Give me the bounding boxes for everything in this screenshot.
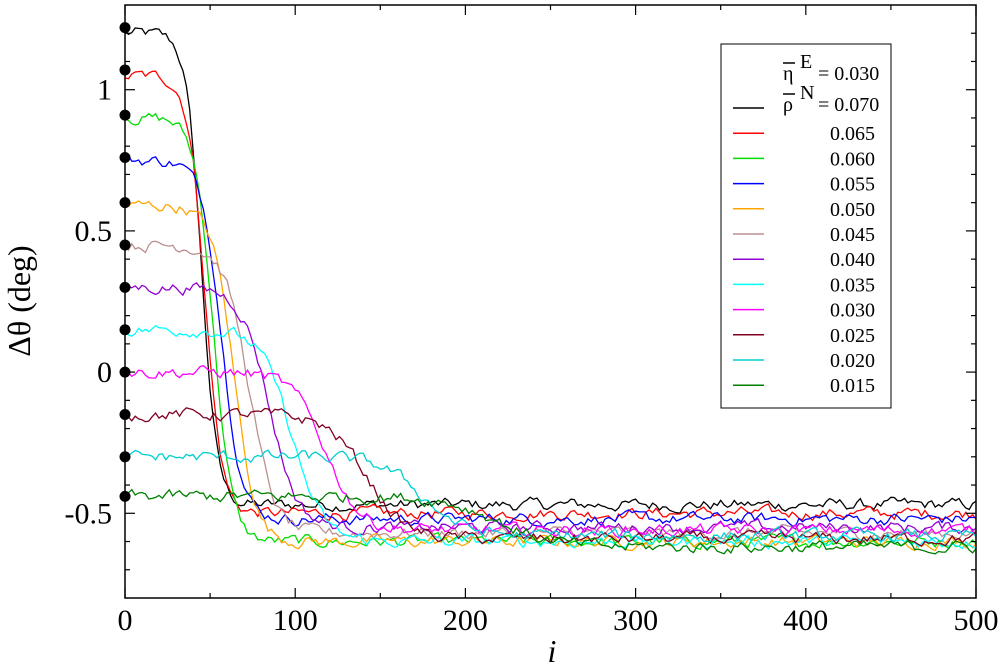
series-line-9 <box>124 407 977 547</box>
tick-labels: 0 100 200 300 400 500 -0.5 0 0.5 1 <box>65 74 999 637</box>
legend-label-5: 0.045 <box>830 224 875 246</box>
legend-rho-value: = 0.070 <box>818 94 879 116</box>
x-tick-label-0: 0 <box>118 604 133 637</box>
legend-box <box>720 43 892 409</box>
x-tick-label-4: 400 <box>783 604 828 637</box>
plot-lines <box>124 27 977 555</box>
series-line-10 <box>124 449 977 543</box>
x-tick-label-1: 100 <box>273 604 318 637</box>
legend-label-2: 0.060 <box>830 148 875 170</box>
legend-label-11: 0.015 <box>830 375 875 397</box>
y-tick-label-0: -0.5 <box>65 497 113 530</box>
legend-rho-superscript: N <box>800 82 814 104</box>
legend-eta-value: = 0.030 <box>818 63 879 85</box>
legend-eta-superscript: E <box>800 51 812 73</box>
series-line-3 <box>124 154 977 528</box>
legend-entries: 0.065 0.060 0.055 0.050 0.045 0.040 0.035 0.030… <box>733 107 875 397</box>
legend-label-7: 0.035 <box>830 274 875 296</box>
series-line-11 <box>124 488 977 555</box>
series-line-6 <box>124 281 977 537</box>
y-tick-label-1: 0 <box>97 356 112 389</box>
legend-label-8: 0.030 <box>830 300 875 322</box>
legend-label-6: 0.040 <box>830 249 875 271</box>
legend-label-3: 0.055 <box>830 174 875 196</box>
legend-label-4: 0.050 <box>830 199 875 221</box>
legend-label-9: 0.025 <box>830 325 875 347</box>
series-line-2 <box>124 112 977 550</box>
x-axis-label: i <box>548 633 557 668</box>
legend-label-10: 0.020 <box>830 350 875 372</box>
x-tick-label-3: 300 <box>613 604 658 637</box>
axis-ticks <box>124 5 977 598</box>
y-axis-label: Δθ (deg) <box>1 245 37 356</box>
legend: η E = 0.030 ρ N = 0.070 0.0650.0600.0550… <box>720 43 892 409</box>
y-tick-label-3: 1 <box>97 74 112 107</box>
legend-label-1: 0.065 <box>830 123 875 145</box>
series-line-1 <box>124 70 977 523</box>
x-tick-label-2: 200 <box>443 604 488 637</box>
y-tick-label-2: 0.5 <box>75 215 113 248</box>
legend-rho-symbol: ρ <box>783 94 793 116</box>
x-tick-label-5: 500 <box>954 604 999 637</box>
legend-eta-symbol: η <box>783 63 793 85</box>
series-line-0 <box>124 27 977 514</box>
